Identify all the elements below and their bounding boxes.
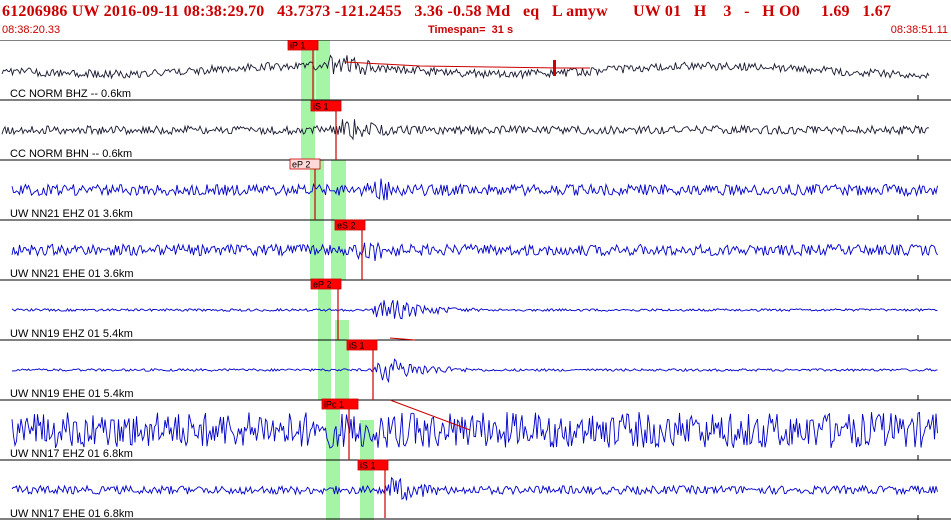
start-time-label: 08:38:20.33: [2, 24, 61, 36]
waveform-trace: [1, 119, 930, 141]
pick-window-1: [316, 40, 330, 100]
station-label: UW NN19 EHE 01 5.4km: [10, 388, 133, 400]
station-label: CC NORM BHN -- 0.6km: [10, 148, 132, 160]
waveform-trace: [11, 300, 938, 320]
waveform-trace: [11, 476, 938, 501]
trace-row[interactable]: CC NORM BHN -- 0.6km: [0, 99, 951, 160]
pick-label[interactable]: iP 1: [290, 41, 305, 51]
pick-marker[interactable]: [287, 40, 319, 51]
trace-row[interactable]: CC NORM BHZ -- 0.6km: [0, 40, 951, 100]
pick-marker[interactable]: [346, 339, 378, 351]
trace-row[interactable]: UW NN17 EHZ 01 6.8km: [0, 399, 951, 460]
trace-row[interactable]: UW NN19 EHE 01 5.4km: [0, 339, 951, 400]
coda-line: [389, 399, 471, 431]
pick-marker[interactable]: [334, 219, 366, 231]
station-label: UW NN17 EHZ 01 6.8km: [10, 448, 133, 460]
event-summary-line: 61206986 UW 2016-09-11 08:38:29.70 43.73…: [2, 3, 892, 20]
trace-row[interactable]: UW NN17 EHE 01 6.8km: [0, 459, 951, 520]
waveform-trace: [11, 241, 938, 262]
pick-label[interactable]: eP 2: [313, 280, 331, 290]
pick-window-5: [335, 320, 349, 400]
coda-line: [344, 61, 590, 69]
station-label: CC NORM BHZ -- 0.6km: [10, 88, 131, 100]
trace-row[interactable]: UW NN19 EHZ 01 5.4km: [0, 279, 951, 340]
pick-marker[interactable]: [310, 100, 342, 112]
pick-marker[interactable]: [289, 158, 321, 170]
seismogram-canvas[interactable]: CC NORM BHZ -- 0.6km CC NORM BHN -- 0.6km…: [0, 40, 951, 520]
trace-row[interactable]: UW NN21 EHZ 01 3.6km: [0, 159, 951, 220]
event-header: 61206986 UW 2016-09-11 08:38:29.70 43.73…: [0, 0, 951, 40]
station-label: UW NN19 EHZ 01 5.4km: [10, 328, 133, 340]
pick-label[interactable]: iS 1: [313, 102, 329, 112]
pick-marker[interactable]: [321, 398, 359, 410]
trace-row[interactable]: UW NN21 EHE 01 3.6km: [0, 219, 951, 280]
station-label: UW NN17 EHE 01 6.8km: [10, 508, 133, 520]
station-label: UW NN21 EHZ 01 3.6km: [10, 208, 133, 220]
waveform-trace: [1, 54, 930, 80]
seismogram-panel[interactable]: CC NORM BHZ -- 0.6km CC NORM BHN -- 0.6km…: [0, 40, 951, 520]
pick-label[interactable]: eS 2: [337, 221, 356, 231]
pick-label[interactable]: iPc 1: [324, 400, 344, 410]
end-time-label: 08:38:51.11: [890, 24, 948, 36]
timespan-label: Timespan= 31 s: [428, 24, 514, 36]
station-label: UW NN21 EHE 01 3.6km: [10, 268, 133, 280]
pick-label[interactable]: eP 2: [292, 160, 310, 170]
coda-marker: [553, 60, 556, 76]
pick-label[interactable]: iS 1: [360, 461, 376, 471]
waveform-trace: [11, 358, 938, 384]
coda-line: [389, 337, 416, 341]
pick-marker[interactable]: [310, 278, 342, 290]
pick-marker[interactable]: [357, 459, 389, 471]
waveform-trace: [11, 411, 938, 449]
pick-label[interactable]: iS 1: [349, 341, 365, 351]
waveform-trace: [11, 178, 938, 201]
